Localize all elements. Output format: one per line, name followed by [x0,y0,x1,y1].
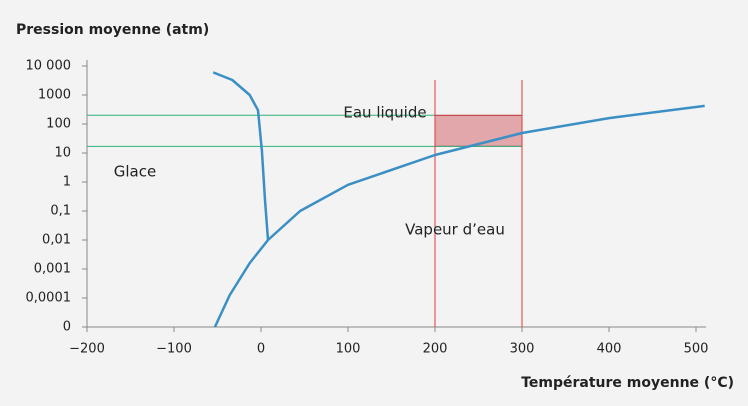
y-tick-label: 0,0001 [26,291,72,306]
y-tick-label: 10 [54,146,71,161]
x-tick-label: 200 [423,342,448,357]
x-tick-label: 400 [597,342,622,357]
chart-title: Pression moyenne (atm) [16,22,209,38]
curve [213,104,705,328]
annotation: Glace [114,163,156,181]
y-tick-label: 100 [46,117,71,132]
y-tick-label: 10 000 [26,59,72,74]
y-tick-label: 1000 [38,88,71,103]
x-tick-label: −100 [156,342,192,357]
x-axis-label: Température moyenne (°C) [521,375,734,391]
y-tick-label: 0,01 [42,233,71,248]
annotation: Eau liquide [343,104,426,122]
x-tick-label: −200 [69,342,105,357]
x-tick-label: 100 [336,342,361,357]
y-tick-label: 0 [63,320,71,335]
y-tick-label: 0,1 [50,204,71,219]
curve [212,71,270,241]
y-tick-label: 1 [63,175,71,190]
annotation: Vapeur d’eau [405,221,505,239]
highlight-region [434,114,523,147]
x-tick-label: 300 [510,342,535,357]
x-tick-label: 0 [257,342,265,357]
y-tick-label: 0,001 [34,262,71,277]
x-tick-label: 500 [684,342,709,357]
